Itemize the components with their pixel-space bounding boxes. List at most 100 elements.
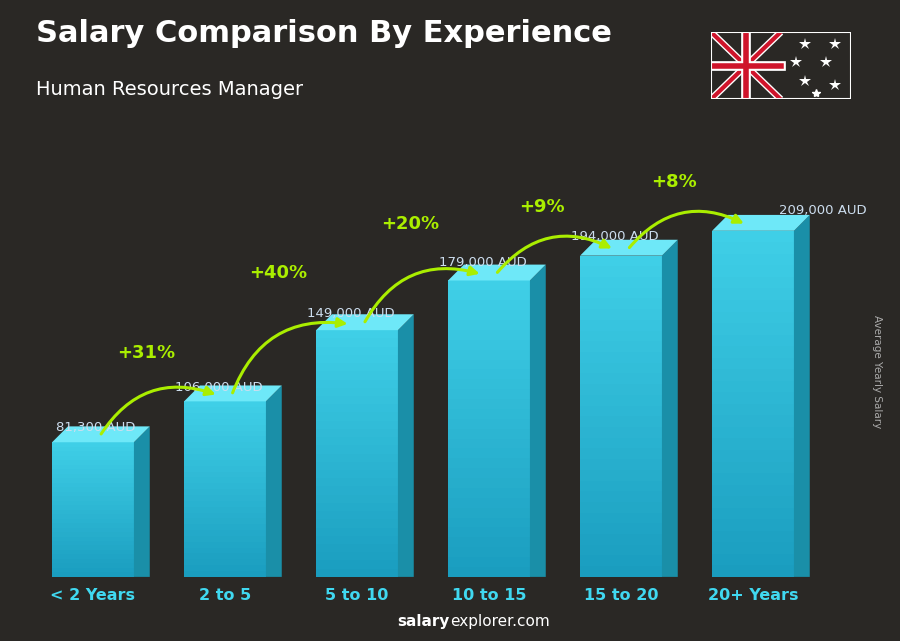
Polygon shape [52, 460, 134, 465]
Polygon shape [712, 392, 794, 404]
Polygon shape [52, 483, 134, 487]
Polygon shape [316, 478, 398, 487]
Polygon shape [316, 536, 398, 544]
Polygon shape [580, 513, 662, 523]
Polygon shape [448, 449, 530, 458]
Polygon shape [712, 462, 794, 473]
Polygon shape [580, 545, 662, 556]
Polygon shape [52, 572, 134, 577]
Polygon shape [580, 427, 662, 438]
Polygon shape [448, 419, 530, 429]
Polygon shape [448, 281, 530, 290]
Polygon shape [184, 478, 266, 483]
Polygon shape [184, 483, 266, 489]
Polygon shape [52, 451, 134, 456]
Polygon shape [316, 528, 398, 536]
Polygon shape [448, 290, 530, 300]
Polygon shape [316, 437, 398, 445]
Polygon shape [712, 254, 794, 265]
Polygon shape [316, 388, 398, 396]
Polygon shape [580, 523, 662, 534]
Text: Average Yearly Salary: Average Yearly Salary [872, 315, 883, 428]
Polygon shape [712, 300, 794, 312]
Polygon shape [52, 469, 134, 474]
Text: Human Resources Manager: Human Resources Manager [36, 80, 303, 99]
Polygon shape [580, 352, 662, 363]
Polygon shape [52, 447, 134, 451]
Polygon shape [448, 468, 530, 478]
Polygon shape [580, 459, 662, 470]
Polygon shape [52, 541, 134, 545]
Polygon shape [448, 320, 530, 330]
Polygon shape [184, 385, 282, 401]
Polygon shape [316, 347, 398, 355]
Polygon shape [448, 399, 530, 409]
Polygon shape [580, 309, 662, 320]
Polygon shape [52, 426, 149, 442]
Polygon shape [184, 454, 266, 460]
Polygon shape [580, 256, 662, 267]
Polygon shape [184, 448, 266, 454]
Polygon shape [580, 481, 662, 491]
Polygon shape [184, 571, 266, 577]
Polygon shape [712, 346, 794, 358]
Polygon shape [52, 519, 134, 523]
Polygon shape [580, 374, 662, 384]
Polygon shape [712, 288, 794, 300]
Polygon shape [448, 537, 530, 547]
Polygon shape [580, 288, 662, 299]
Polygon shape [134, 426, 149, 577]
Polygon shape [712, 358, 794, 369]
Polygon shape [184, 442, 266, 448]
Polygon shape [712, 323, 794, 335]
Polygon shape [580, 395, 662, 406]
Polygon shape [316, 487, 398, 495]
Text: +9%: +9% [519, 198, 564, 216]
Polygon shape [316, 503, 398, 511]
Polygon shape [184, 431, 266, 437]
Polygon shape [712, 277, 794, 288]
Polygon shape [316, 338, 398, 347]
Polygon shape [316, 462, 398, 470]
Polygon shape [448, 498, 530, 508]
Polygon shape [184, 407, 266, 413]
Polygon shape [316, 363, 398, 371]
Polygon shape [52, 523, 134, 528]
Polygon shape [52, 568, 134, 572]
Polygon shape [52, 496, 134, 501]
Polygon shape [316, 330, 398, 338]
Polygon shape [580, 491, 662, 502]
Polygon shape [712, 473, 794, 485]
Polygon shape [712, 508, 794, 519]
Polygon shape [52, 474, 134, 478]
Polygon shape [448, 438, 530, 449]
Polygon shape [580, 240, 678, 256]
Polygon shape [316, 454, 398, 462]
Polygon shape [712, 427, 794, 438]
Polygon shape [530, 265, 545, 577]
Polygon shape [316, 371, 398, 379]
Polygon shape [184, 553, 266, 560]
Polygon shape [316, 560, 398, 569]
Polygon shape [580, 277, 662, 288]
Polygon shape [52, 465, 134, 469]
Polygon shape [52, 456, 134, 460]
Polygon shape [184, 472, 266, 478]
Polygon shape [184, 513, 266, 519]
Text: explorer.com: explorer.com [450, 614, 550, 629]
Polygon shape [712, 335, 794, 346]
Polygon shape [448, 330, 530, 340]
Text: 209,000 AUD: 209,000 AUD [779, 204, 867, 217]
Polygon shape [184, 495, 266, 501]
Polygon shape [712, 450, 794, 462]
Polygon shape [52, 501, 134, 505]
Polygon shape [580, 320, 662, 331]
Polygon shape [580, 341, 662, 352]
Polygon shape [580, 470, 662, 481]
Polygon shape [580, 449, 662, 459]
Polygon shape [712, 438, 794, 450]
Polygon shape [448, 547, 530, 557]
Polygon shape [52, 505, 134, 510]
Polygon shape [580, 363, 662, 374]
Polygon shape [398, 314, 414, 577]
